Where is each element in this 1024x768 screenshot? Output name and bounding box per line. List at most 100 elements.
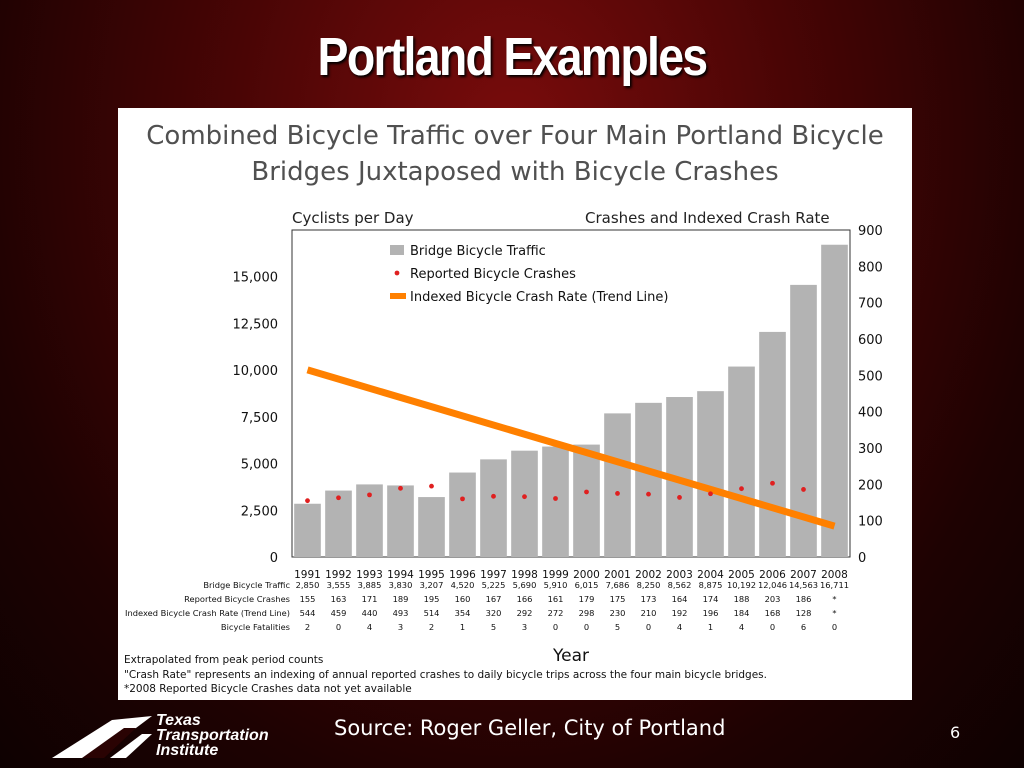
- crash-point-1994: [398, 485, 403, 491]
- table-cell: 184: [734, 608, 750, 618]
- bar-2004: [697, 391, 724, 557]
- table-cell: *: [832, 594, 836, 604]
- slide-title: Portland Examples: [317, 27, 709, 87]
- table-cell: 6: [801, 622, 806, 632]
- year-label-1992: 1992: [325, 569, 352, 581]
- table-row-label: Bicycle Fatalities: [221, 622, 290, 632]
- table-cell: 128: [796, 608, 812, 618]
- table-cell: 195: [424, 594, 440, 604]
- table-cell: 493: [393, 608, 409, 618]
- bar-2008: [821, 244, 848, 557]
- crash-point-1991: [305, 498, 310, 504]
- left-tick-label: 15,000: [233, 271, 279, 286]
- year-label-1995: 1995: [418, 569, 445, 581]
- year-label-1999: 1999: [542, 569, 569, 581]
- table-cell: 320: [486, 608, 502, 618]
- table-cell: 2: [429, 622, 434, 632]
- table-cell: 189: [393, 594, 409, 604]
- bar-2005: [728, 366, 755, 557]
- logo-text: Texas Transportation Institute: [156, 712, 269, 759]
- table-cell: 5: [491, 622, 496, 632]
- page-number: 6: [950, 723, 961, 742]
- year-label-2008: 2008: [821, 569, 848, 581]
- table-cell: 10,192: [727, 580, 756, 590]
- table-cell: 5: [615, 622, 620, 632]
- table-cell: 14,563: [789, 580, 818, 590]
- legend-label-crashes: Reported Bicycle Crashes: [410, 267, 576, 282]
- bar-2001: [604, 413, 631, 557]
- table-cell: 5,690: [513, 580, 537, 590]
- table-cell: 1: [460, 622, 465, 632]
- table-cell: 166: [517, 594, 533, 604]
- year-label-2006: 2006: [759, 569, 786, 581]
- left-axis-title: Cyclists per Day: [292, 209, 414, 227]
- crash-point-2003: [677, 495, 682, 500]
- table-cell: 3,885: [358, 580, 382, 590]
- right-tick-label: 500: [858, 369, 883, 384]
- left-tick-label: 2,500: [241, 504, 278, 519]
- table-cell: 168: [765, 608, 781, 618]
- tti-logo: Texas Transportation Institute: [52, 712, 282, 762]
- table-cell: 1: [708, 622, 713, 632]
- table-cell: *: [832, 608, 836, 618]
- legend-label-trend: Indexed Bicycle Crash Rate (Trend Line): [410, 290, 668, 305]
- table-cell: 2,850: [296, 580, 320, 590]
- bar-1992: [325, 490, 352, 557]
- crash-point-1998: [522, 494, 527, 500]
- table-cell: 0: [336, 622, 341, 632]
- right-tick-label: 800: [858, 260, 883, 275]
- legend-swatch-traffic: [390, 245, 404, 255]
- left-tick-label: 12,500: [233, 317, 279, 332]
- x-axis-title: Year: [552, 646, 589, 666]
- right-tick-label: 600: [858, 333, 883, 348]
- logo-line-1: Texas: [156, 712, 201, 729]
- year-label-1993: 1993: [356, 569, 383, 581]
- right-tick-label: 700: [858, 297, 883, 312]
- table-cell: 0: [832, 622, 837, 632]
- right-tick-label: 100: [858, 515, 883, 530]
- table-cell: 514: [424, 608, 440, 618]
- footnote-crash-rate: "Crash Rate" represents an indexing of a…: [124, 669, 767, 681]
- table-cell: 192: [672, 608, 688, 618]
- crash-point-1997: [491, 493, 496, 499]
- table-cell: 4: [367, 622, 372, 632]
- table-cell: 272: [548, 608, 564, 618]
- table-cell: 354: [455, 608, 471, 618]
- chart-canvas: 02,5005,0007,50010,00012,50015,000010020…: [125, 224, 883, 666]
- table-row-label: Reported Bicycle Crashes: [184, 594, 290, 604]
- table-cell: 5,225: [482, 580, 506, 590]
- logo-line-2: Transportation: [156, 727, 269, 744]
- left-tick-label: 7,500: [241, 411, 278, 426]
- table-cell: 3: [522, 622, 527, 632]
- year-label-1997: 1997: [480, 569, 507, 581]
- table-row-label: Indexed Bicycle Crash Rate (Trend Line): [125, 608, 290, 618]
- right-tick-label: 900: [858, 224, 883, 239]
- legend-swatch-crashes: [394, 270, 400, 276]
- crash-point-2007: [801, 487, 806, 492]
- table-cell: 3,830: [389, 580, 413, 590]
- year-label-1994: 1994: [387, 569, 414, 581]
- table-cell: 179: [579, 594, 595, 604]
- table-cell: 188: [734, 594, 750, 604]
- table-row-label: Bridge Bicycle Traffic: [203, 580, 290, 590]
- year-label-1996: 1996: [449, 569, 476, 581]
- table-cell: 7,686: [606, 580, 630, 590]
- footnote-extrapolated: Extrapolated from peak period counts: [124, 654, 324, 666]
- table-cell: 2: [305, 622, 310, 632]
- left-tick-label: 0: [270, 551, 278, 566]
- table-cell: 6,015: [575, 580, 599, 590]
- table-cell: 0: [553, 622, 558, 632]
- table-cell: 173: [641, 594, 657, 604]
- bar-2000: [573, 444, 600, 557]
- year-label-2005: 2005: [728, 569, 755, 581]
- year-label-2004: 2004: [697, 569, 724, 581]
- logo-line-3: Institute: [156, 742, 219, 759]
- table-cell: 4,520: [451, 580, 475, 590]
- crash-point-1992: [336, 495, 341, 501]
- table-cell: 292: [517, 608, 533, 618]
- table-cell: 8,875: [699, 580, 723, 590]
- bar-1998: [511, 450, 538, 557]
- crash-point-1996: [460, 496, 465, 502]
- table-cell: 12,046: [758, 580, 787, 590]
- table-cell: 440: [362, 608, 378, 618]
